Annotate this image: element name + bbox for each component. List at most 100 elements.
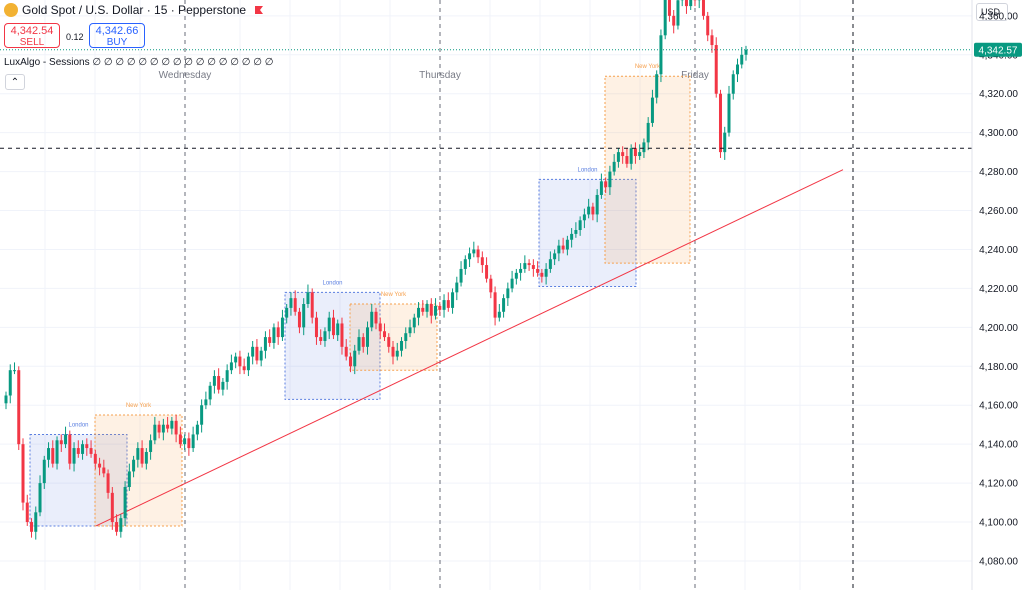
candle — [489, 274, 493, 299]
candle-body — [68, 434, 72, 464]
candle-body — [268, 337, 272, 343]
candle-body — [701, 0, 705, 16]
candle — [387, 333, 391, 353]
current-price-label-text: 4,342.57 — [979, 45, 1018, 56]
flag-icon[interactable] — [254, 5, 264, 15]
candle — [140, 440, 144, 468]
candle-body — [85, 444, 89, 449]
candle — [727, 85, 731, 137]
candle-body — [25, 502, 29, 523]
candle-body — [140, 448, 144, 464]
candle — [51, 440, 55, 468]
candle-body — [659, 35, 663, 75]
candle-body — [132, 459, 136, 472]
candle — [565, 235, 569, 256]
candle — [459, 261, 463, 287]
candle — [697, 0, 701, 9]
candle — [242, 358, 246, 375]
candle-body — [497, 311, 501, 318]
candle-body — [234, 356, 238, 363]
candle-body — [421, 307, 425, 312]
candle — [591, 202, 595, 221]
candle-body — [735, 64, 739, 75]
candle-body — [642, 142, 646, 153]
candle — [344, 339, 348, 361]
candle-body — [718, 93, 722, 153]
candle — [323, 327, 327, 347]
candle-body — [183, 438, 187, 445]
candle — [17, 366, 21, 451]
candle-body — [672, 15, 676, 26]
candle-body — [272, 327, 276, 343]
currency-selector[interactable]: USD — [976, 3, 1008, 21]
candle-body — [153, 424, 157, 441]
candle-body — [34, 512, 38, 532]
candle — [93, 450, 97, 470]
price-tick-label: 4,140.00 — [979, 440, 1018, 451]
candle-body — [323, 331, 327, 341]
candle-body — [731, 74, 735, 94]
candle-body — [727, 93, 731, 133]
candle-body — [302, 303, 306, 328]
candle — [608, 165, 612, 195]
candle-body — [604, 181, 608, 188]
candle-body — [570, 233, 574, 240]
candle-body — [38, 483, 42, 513]
candle — [485, 257, 489, 283]
candle-body — [259, 350, 263, 361]
candle — [667, 0, 671, 22]
candle-body — [676, 0, 680, 26]
candle-body — [255, 346, 259, 361]
candle-body — [400, 340, 404, 351]
price-tick-label: 4,360.00 — [979, 11, 1018, 22]
candle-body — [536, 268, 540, 273]
symbol-header[interactable]: Gold Spot / U.S. Dollar · 15 · Peppersto… — [4, 3, 264, 17]
indicator-values: ∅ ∅ ∅ ∅ ∅ ∅ ∅ ∅ ∅ ∅ ∅ ∅ ∅ ∅ ∅ ∅ — [92, 57, 274, 68]
candle-body — [485, 265, 489, 279]
candle — [187, 432, 191, 456]
candle-body — [110, 492, 114, 523]
candle — [251, 340, 255, 365]
candle — [289, 292, 293, 316]
buy-button[interactable]: 4,342.66 BUY — [89, 23, 145, 48]
candle-body — [459, 268, 463, 283]
candle — [553, 249, 557, 266]
candle — [272, 323, 276, 349]
candle — [8, 364, 12, 404]
candle — [468, 247, 472, 268]
candle-body — [714, 45, 718, 94]
candle — [259, 346, 263, 367]
indicator-legend[interactable]: LuxAlgo - Sessions ∅ ∅ ∅ ∅ ∅ ∅ ∅ ∅ ∅ ∅ ∅… — [4, 57, 273, 68]
session-label: New York — [381, 292, 407, 298]
candle-body — [187, 438, 191, 449]
candle — [89, 440, 93, 458]
candle-body — [30, 522, 34, 532]
candle — [672, 9, 676, 34]
candle-body — [523, 263, 527, 269]
candle — [157, 420, 161, 439]
sell-price: 4,342.54 — [10, 25, 54, 37]
candle — [417, 302, 421, 326]
candle-body — [344, 346, 348, 357]
candle-body — [404, 333, 408, 341]
candle-body — [8, 370, 12, 396]
candle — [374, 307, 378, 330]
candle-body — [417, 307, 421, 318]
candle-body — [587, 206, 591, 215]
candle — [25, 494, 29, 526]
price-tick-label: 4,240.00 — [979, 245, 1018, 256]
price-tick-label: 4,260.00 — [979, 206, 1018, 217]
candle — [42, 455, 46, 489]
candle-body — [93, 453, 97, 464]
collapse-legend-button[interactable]: ⌃ — [5, 74, 25, 90]
candle-body — [540, 272, 544, 277]
candle — [557, 239, 561, 262]
price-tick-label: 4,200.00 — [979, 323, 1018, 334]
candle — [21, 438, 25, 511]
candle — [629, 144, 633, 170]
candle-body — [544, 268, 548, 277]
candle — [174, 414, 178, 443]
sell-button[interactable]: 4,342.54 SELL — [4, 23, 60, 48]
candle-body — [519, 268, 523, 273]
